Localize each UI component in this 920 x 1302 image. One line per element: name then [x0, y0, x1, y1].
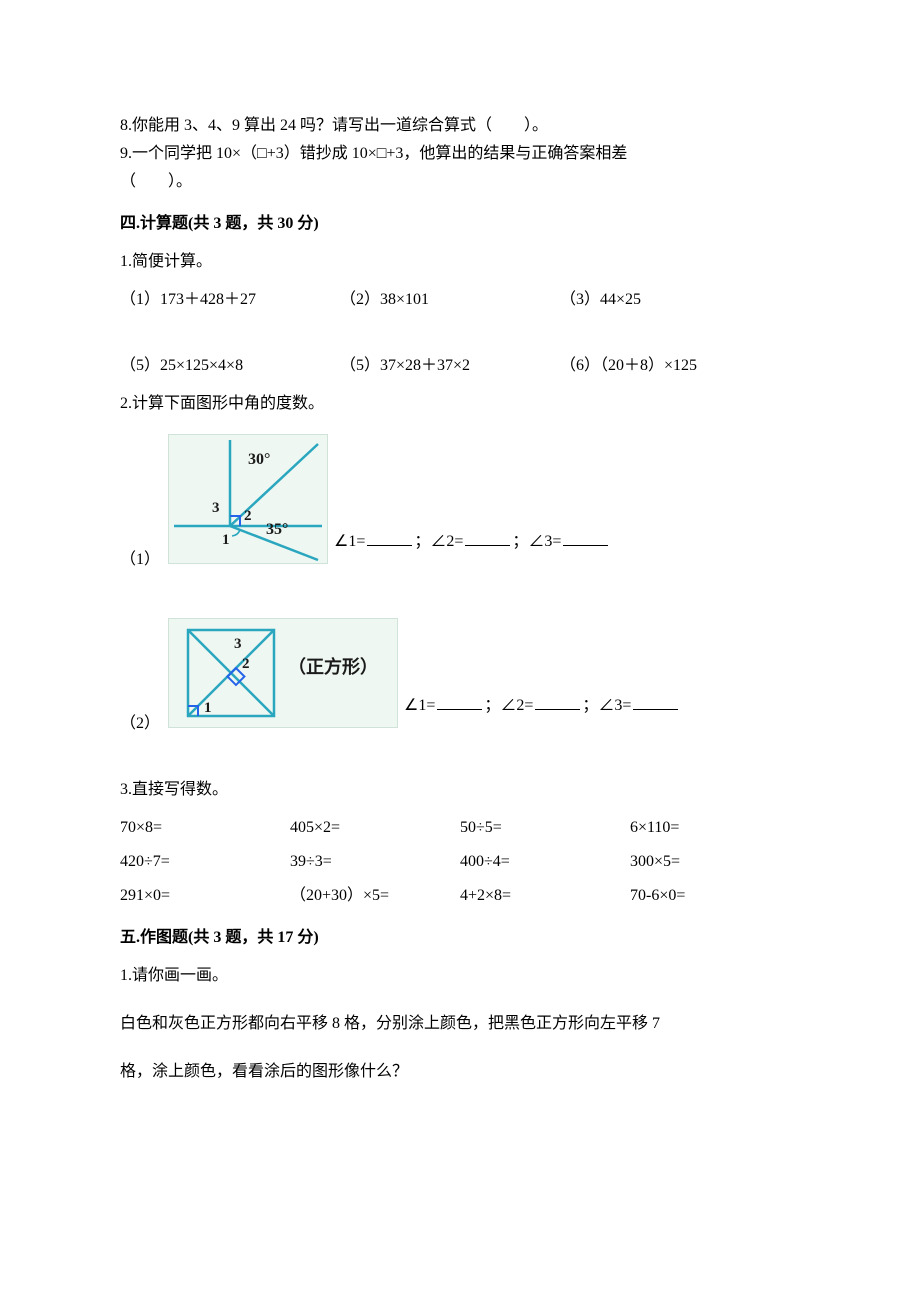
figure-1-wrap: （1） 30° 35° 3 2 1 ∠1= ；∠2= ；∠3=	[120, 434, 800, 572]
s4-q3-row1: 70×8= 405×2= 50÷5= 6×110=	[120, 816, 800, 840]
s4-q1-r2-b: （5）37×28＋37×2	[340, 354, 560, 378]
question-9-line2: （ ）。	[120, 170, 800, 194]
s4-q3-row3: 291×0= （20+30）×5= 4+2×8= 70-6×0=	[120, 884, 800, 908]
fig2-a1-label: ∠1=	[404, 694, 435, 718]
fig1-a3-label: ；∠3=	[512, 530, 561, 554]
q3-r1-a: 70×8=	[120, 816, 290, 840]
section-5-heading: 五.作图题(共 3 题，共 17 分)	[120, 926, 800, 950]
s4-q3-title: 3.直接写得数。	[120, 778, 800, 802]
s4-q1-r2-c: （6）（20＋8）×125	[560, 354, 760, 378]
svg-text:（正方形）: （正方形）	[288, 656, 378, 677]
figure-2-svg: 3 2 1 （正方形）	[168, 618, 398, 736]
q3-r3-c: 4+2×8=	[460, 884, 630, 908]
question-9-line1: 9.一个同学把 10×（□+3）错抄成 10×□+3，他算出的结果与正确答案相差	[120, 142, 800, 166]
q3-r3-b: （20+30）×5=	[290, 884, 460, 908]
svg-text:1: 1	[204, 700, 212, 716]
fig2-a2-blank	[535, 693, 580, 710]
q3-r2-a: 420÷7=	[120, 850, 290, 874]
s5-q1-title: 1.请你画一画。	[120, 964, 800, 988]
s4-q1-r1-b: （2）38×101	[340, 288, 560, 312]
fig1-a2-blank	[465, 529, 510, 546]
s5-p1: 白色和灰色正方形都向右平移 8 格，分别涂上颜色，把黑色正方形向左平移 7	[120, 1012, 800, 1036]
figure-2-index: （2）	[120, 712, 160, 736]
fig1-a1-blank	[367, 529, 412, 546]
q3-r1-d: 6×110=	[630, 816, 800, 840]
svg-text:3: 3	[234, 636, 242, 652]
svg-text:2: 2	[242, 656, 250, 672]
fig2-a3-label: ；∠3=	[582, 694, 631, 718]
q3-r3-a: 291×0=	[120, 884, 290, 908]
svg-text:35°: 35°	[266, 521, 288, 538]
s4-q1-row1: （1）173＋428＋27 （2）38×101 （3）44×25	[120, 288, 800, 312]
q3-r3-d: 70-6×0=	[630, 884, 800, 908]
s4-q1-title: 1.简便计算。	[120, 250, 800, 274]
section-4-heading: 四.计算题(共 3 题，共 30 分)	[120, 212, 800, 236]
s4-q3-row2: 420÷7= 39÷3= 400÷4= 300×5=	[120, 850, 800, 874]
fig2-a3-blank	[633, 693, 678, 710]
s4-q1-r1-c: （3）44×25	[560, 288, 760, 312]
fig2-a2-label: ；∠2=	[484, 694, 533, 718]
q3-r1-c: 50÷5=	[460, 816, 630, 840]
svg-text:3: 3	[212, 500, 220, 516]
s5-p2: 格，涂上颜色，看看涂后的图形像什么？	[120, 1060, 800, 1084]
q3-r2-d: 300×5=	[630, 850, 800, 874]
figure-2-answers: ∠1= ；∠2= ；∠3=	[404, 693, 680, 736]
s4-q1-r1-a: （1）173＋428＋27	[120, 288, 340, 312]
figure-1-index: （1）	[120, 548, 160, 572]
figure-1-answers: ∠1= ；∠2= ；∠3=	[334, 529, 610, 572]
s4-q1-row2: （5）25×125×4×8 （5）37×28＋37×2 （6）（20＋8）×12…	[120, 354, 800, 378]
s4-q1-r2-a: （5）25×125×4×8	[120, 354, 340, 378]
question-8: 8.你能用 3、4、9 算出 24 吗？请写出一道综合算式（ ）。	[120, 114, 800, 138]
figure-2-wrap: （2） 3 2 1 （正方形） ∠1= ；∠2= ；∠3=	[120, 618, 800, 736]
fig1-a3-blank	[563, 529, 608, 546]
fig2-a1-blank	[437, 693, 482, 710]
q3-r2-b: 39÷3=	[290, 850, 460, 874]
fig1-a1-label: ∠1=	[334, 530, 365, 554]
svg-text:2: 2	[244, 508, 252, 524]
figure-1-svg: 30° 35° 3 2 1	[168, 434, 328, 572]
svg-text:1: 1	[222, 532, 230, 548]
q3-r1-b: 405×2=	[290, 816, 460, 840]
q3-r2-c: 400÷4=	[460, 850, 630, 874]
fig1-a2-label: ；∠2=	[414, 530, 463, 554]
s4-q2-title: 2.计算下面图形中角的度数。	[120, 392, 800, 416]
svg-text:30°: 30°	[248, 451, 270, 468]
